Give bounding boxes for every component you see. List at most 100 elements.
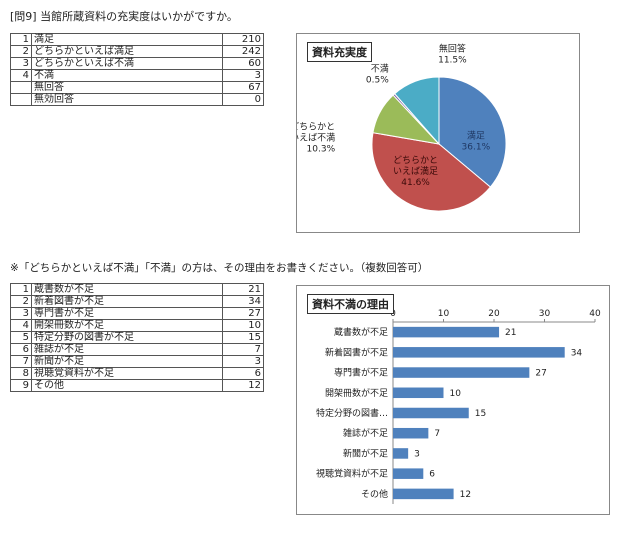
row-number: 1 — [10, 283, 32, 296]
row-value: 3 — [222, 69, 264, 82]
y-category-label: 特定分野の図書… — [316, 407, 388, 419]
x-tick-label: 40 — [589, 309, 601, 319]
row-label: 新聞が不足 — [31, 355, 223, 368]
row-value: 21 — [222, 283, 264, 296]
bar — [393, 367, 530, 378]
table-row: 7 新聞が不足 3 — [10, 355, 264, 368]
table-row: 1 満足 210 — [10, 33, 264, 46]
pie-slice-label: 満足 36.1% — [462, 131, 491, 153]
row-label: 無効回答 — [31, 93, 223, 106]
bar-chart-frame: 0 10 20 30 40 蔵書数が不足 21 新着図書が不足 34 専門書が不足 27 開架冊数が不… — [296, 285, 610, 515]
row-number: 4 — [10, 69, 32, 82]
row-number: 1 — [10, 33, 32, 46]
table-row: 4 不満 3 — [10, 69, 264, 82]
bar — [393, 407, 469, 419]
reason-table: 1 蔵書数が不足 21 2 新着図書が不足 34 3 専門書が不足 27 4 開架冊数が不足 10 5 特… — [10, 283, 264, 392]
row-label: その他 — [31, 379, 223, 392]
question-title: [問9] 当館所蔵資料の充実度はいかがですか。 — [10, 10, 238, 23]
table-row: 6 雑誌が不足 7 — [10, 343, 264, 356]
pie-slice-label: どちらかといえば満足 41.6% — [393, 155, 438, 188]
bar-chart: 0 10 20 30 40 蔵書数が不足 21 新着図書が不足 34 専門書が不足 27 開架冊数が不… — [316, 309, 601, 504]
x-tick-label: 30 — [539, 309, 551, 319]
row-number: 2 — [10, 45, 32, 58]
bar-data-label: 3 — [414, 449, 420, 459]
bar — [393, 347, 565, 358]
table-row: 無効回答 0 — [10, 93, 264, 106]
bar-data-label: 7 — [434, 429, 440, 439]
bar-data-label: 10 — [450, 389, 462, 399]
bar — [393, 427, 429, 439]
row-value: 60 — [222, 57, 264, 70]
row-label: 雑誌が不足 — [31, 343, 223, 356]
bar — [393, 488, 454, 500]
pie-slice — [438, 76, 507, 188]
pie-slice-label: 無回答 11.5% — [438, 42, 467, 65]
bar — [393, 326, 500, 338]
row-number — [10, 93, 32, 106]
y-category-label: 開架冊数が不足 — [325, 387, 388, 399]
row-number: 2 — [10, 295, 32, 308]
row-number: 5 — [10, 331, 32, 344]
row-value: 15 — [222, 331, 264, 344]
row-value: 0 — [222, 93, 264, 106]
table-row: 3 どちらかといえば不満 60 — [10, 57, 264, 70]
bar-data-label: 15 — [475, 409, 486, 419]
row-value: 210 — [222, 33, 264, 46]
table-row: 8 視聴覚資料が不足 6 — [10, 367, 264, 380]
row-value: 6 — [222, 367, 264, 380]
row-label: 視聴覚資料が不足 — [31, 367, 223, 380]
table-row: 2 どちらかといえば満足 242 — [10, 45, 264, 58]
row-number: 3 — [10, 57, 32, 70]
pie-slice-label: 不満 0.5% — [366, 64, 389, 86]
row-value: 67 — [222, 81, 264, 94]
row-number: 6 — [10, 343, 32, 356]
row-label: 新着図書が不足 — [31, 295, 223, 308]
followup-note: ※「どちらかといえば不満」「不満」の方は、その理由をお書きください。（複数回答可… — [10, 262, 429, 274]
y-category-label: 蔵書数が不足 — [334, 326, 388, 338]
bar-data-label: 34 — [571, 348, 583, 358]
table-row: 1 蔵書数が不足 21 — [10, 283, 264, 296]
row-label: 特定分野の図書が不足 — [31, 331, 223, 344]
row-label: 開架冊数が不足 — [31, 319, 223, 332]
row-value: 10 — [222, 319, 264, 332]
y-category-label: その他 — [361, 488, 388, 500]
pie-slice — [371, 132, 492, 212]
y-category-label: 専門書が不足 — [334, 367, 388, 379]
y-category-label: 視聴覚資料が不足 — [316, 468, 388, 480]
x-tick-label: 10 — [438, 309, 450, 319]
pie-chart-title: 資料充実度 — [307, 42, 372, 62]
bar-data-label: 27 — [535, 369, 546, 379]
x-tick-label: 20 — [488, 309, 500, 319]
pie-slice-label: どちらかといえば不満10.3% — [297, 122, 336, 155]
row-label: 満足 — [31, 33, 223, 46]
bar — [393, 468, 424, 479]
row-label: 不満 — [31, 69, 223, 82]
table-row: 4 開架冊数が不足 10 — [10, 319, 264, 332]
table-row: 5 特定分野の図書が不足 15 — [10, 331, 264, 344]
row-number — [10, 81, 32, 94]
y-category-label: 新着図書が不足 — [325, 346, 388, 358]
row-label: どちらかといえば不満 — [31, 57, 223, 70]
row-value: 7 — [222, 343, 264, 356]
bar-data-label: 12 — [460, 490, 471, 500]
table-row: 無回答 67 — [10, 81, 264, 94]
row-label: 専門書が不足 — [31, 307, 223, 320]
row-number: 3 — [10, 307, 32, 320]
satisfaction-table: 1 満足 210 2 どちらかといえば満足 242 3 どちらかといえば不満 60 4 不満 3 無回答… — [10, 33, 264, 106]
pie-slice — [393, 76, 440, 146]
table-row: 9 その他 12 — [10, 379, 264, 392]
table-row: 2 新着図書が不足 34 — [10, 295, 264, 308]
row-number: 8 — [10, 367, 32, 380]
row-label: どちらかといえば満足 — [31, 45, 223, 58]
row-value: 12 — [222, 379, 264, 392]
bar — [393, 387, 444, 399]
row-number: 9 — [10, 379, 32, 392]
table-row: 3 専門書が不足 27 — [10, 307, 264, 320]
y-category-label: 新聞が不足 — [343, 447, 388, 459]
row-value: 34 — [222, 295, 264, 308]
bar — [393, 448, 409, 459]
row-label: 蔵書数が不足 — [31, 283, 223, 296]
row-value: 27 — [222, 307, 264, 320]
